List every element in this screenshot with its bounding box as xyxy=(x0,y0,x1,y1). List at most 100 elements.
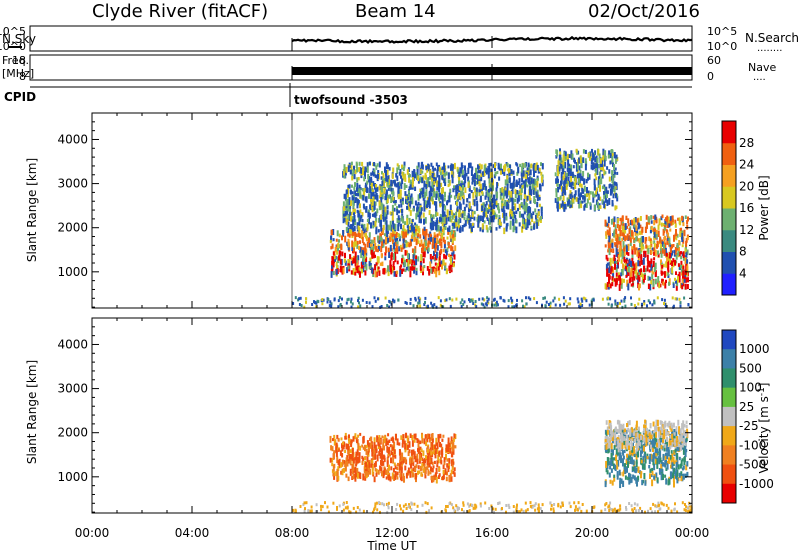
heatmap-cell xyxy=(664,302,667,306)
heatmap-cell xyxy=(611,175,614,182)
heatmap-cell xyxy=(366,241,369,248)
heatmap-cell xyxy=(452,458,455,463)
heatmap-cell xyxy=(386,224,389,232)
heatmap-cell xyxy=(414,225,417,229)
heatmap-cell xyxy=(688,509,691,513)
heatmap-cell xyxy=(366,180,369,185)
heatmap-cell xyxy=(658,432,661,438)
heatmap-cell xyxy=(443,223,446,229)
heatmap-cell xyxy=(521,166,524,173)
power-ylabel: Slant Range [km] xyxy=(25,158,39,262)
heatmap-cell xyxy=(439,203,442,208)
heatmap-cell xyxy=(668,278,671,285)
heatmap-cell xyxy=(663,422,666,429)
heatmap-cell xyxy=(671,250,674,256)
heatmap-cell xyxy=(497,206,499,210)
heatmap-cell xyxy=(434,448,437,454)
heatmap-cell xyxy=(427,240,430,248)
heatmap-cell xyxy=(678,443,681,448)
heatmap-cell xyxy=(512,214,515,221)
heatmap-cell xyxy=(376,256,379,261)
heatmap-cell xyxy=(587,190,590,196)
heatmap-cell xyxy=(525,225,528,230)
heatmap-cell xyxy=(629,242,632,247)
heatmap-cell xyxy=(392,190,395,196)
heatmap-cell xyxy=(430,197,432,202)
heatmap-cell xyxy=(373,448,375,455)
heatmap-cell xyxy=(358,188,361,194)
heatmap-cell xyxy=(398,246,401,252)
heatmap-cell xyxy=(478,180,481,187)
heatmap-cell xyxy=(420,162,423,168)
heatmap-cell xyxy=(633,446,635,452)
heatmap-cell xyxy=(665,229,668,233)
heatmap-cell xyxy=(607,153,610,159)
heatmap-cell xyxy=(424,474,427,479)
heatmap-cell xyxy=(594,156,597,163)
heatmap-cell xyxy=(389,264,392,270)
heatmap-cell xyxy=(441,196,444,200)
heatmap-cell xyxy=(359,166,362,174)
heatmap-cell xyxy=(442,259,445,265)
heatmap-cell xyxy=(397,224,400,232)
heatmap-cell xyxy=(641,260,643,265)
heatmap-cell xyxy=(583,205,586,211)
heatmap-cell xyxy=(558,184,561,190)
heatmap-cell xyxy=(577,188,580,193)
heatmap-cell xyxy=(429,222,432,229)
heatmap-cell xyxy=(678,217,681,225)
heatmap-cell xyxy=(440,460,443,465)
colorbar-swatch xyxy=(722,142,736,165)
heatmap-cell xyxy=(390,466,393,471)
heatmap-cell xyxy=(435,437,438,445)
heatmap-cell xyxy=(639,216,642,221)
heatmap-cell xyxy=(368,193,370,199)
heatmap-cell xyxy=(513,175,516,182)
heatmap-cell xyxy=(619,274,621,280)
heatmap-cell xyxy=(369,468,371,475)
heatmap-cell xyxy=(406,205,408,210)
heatmap-cell xyxy=(611,432,614,436)
heatmap-cell xyxy=(392,223,395,230)
heatmap-cell xyxy=(613,278,616,282)
heatmap-cell xyxy=(350,161,353,166)
heatmap-cell xyxy=(452,438,455,442)
heatmap-cell xyxy=(462,198,465,205)
heatmap-cell xyxy=(438,229,441,236)
heatmap-cell xyxy=(613,231,616,238)
heatmap-cell xyxy=(615,228,618,235)
heatmap-cell xyxy=(363,467,366,474)
heatmap-cell xyxy=(485,201,488,206)
heatmap-cell xyxy=(663,435,666,440)
heatmap-cell xyxy=(510,299,513,303)
heatmap-cell xyxy=(411,218,414,223)
heatmap-cell xyxy=(334,246,337,253)
heatmap-cell xyxy=(487,172,490,179)
heatmap-cell xyxy=(471,176,474,183)
heatmap-cell xyxy=(448,179,451,186)
heatmap-cell xyxy=(386,440,389,446)
heatmap-cell xyxy=(631,220,634,226)
heatmap-cell xyxy=(498,208,501,214)
heatmap-cell xyxy=(426,204,428,208)
heatmap-cell xyxy=(454,245,457,251)
heatmap-cell xyxy=(464,220,467,227)
heatmap-cell xyxy=(625,429,628,434)
heatmap-cell xyxy=(344,211,347,217)
heatmap-cell xyxy=(644,443,647,447)
heatmap-cell xyxy=(427,304,429,308)
heatmap-cell xyxy=(448,266,451,271)
heatmap-cell xyxy=(384,256,387,261)
heatmap-cell xyxy=(474,503,477,507)
heatmap-cell xyxy=(413,451,416,455)
heatmap-cell xyxy=(637,439,640,446)
heatmap-cell xyxy=(356,240,359,245)
heatmap-cell xyxy=(336,268,339,274)
heatmap-cell xyxy=(537,177,539,181)
heatmap-cell xyxy=(433,191,436,198)
heatmap-cell xyxy=(393,179,396,185)
heatmap-cell xyxy=(497,203,500,209)
heatmap-cell xyxy=(655,218,658,224)
heatmap-cell xyxy=(580,192,583,198)
heatmap-cell xyxy=(524,222,527,228)
